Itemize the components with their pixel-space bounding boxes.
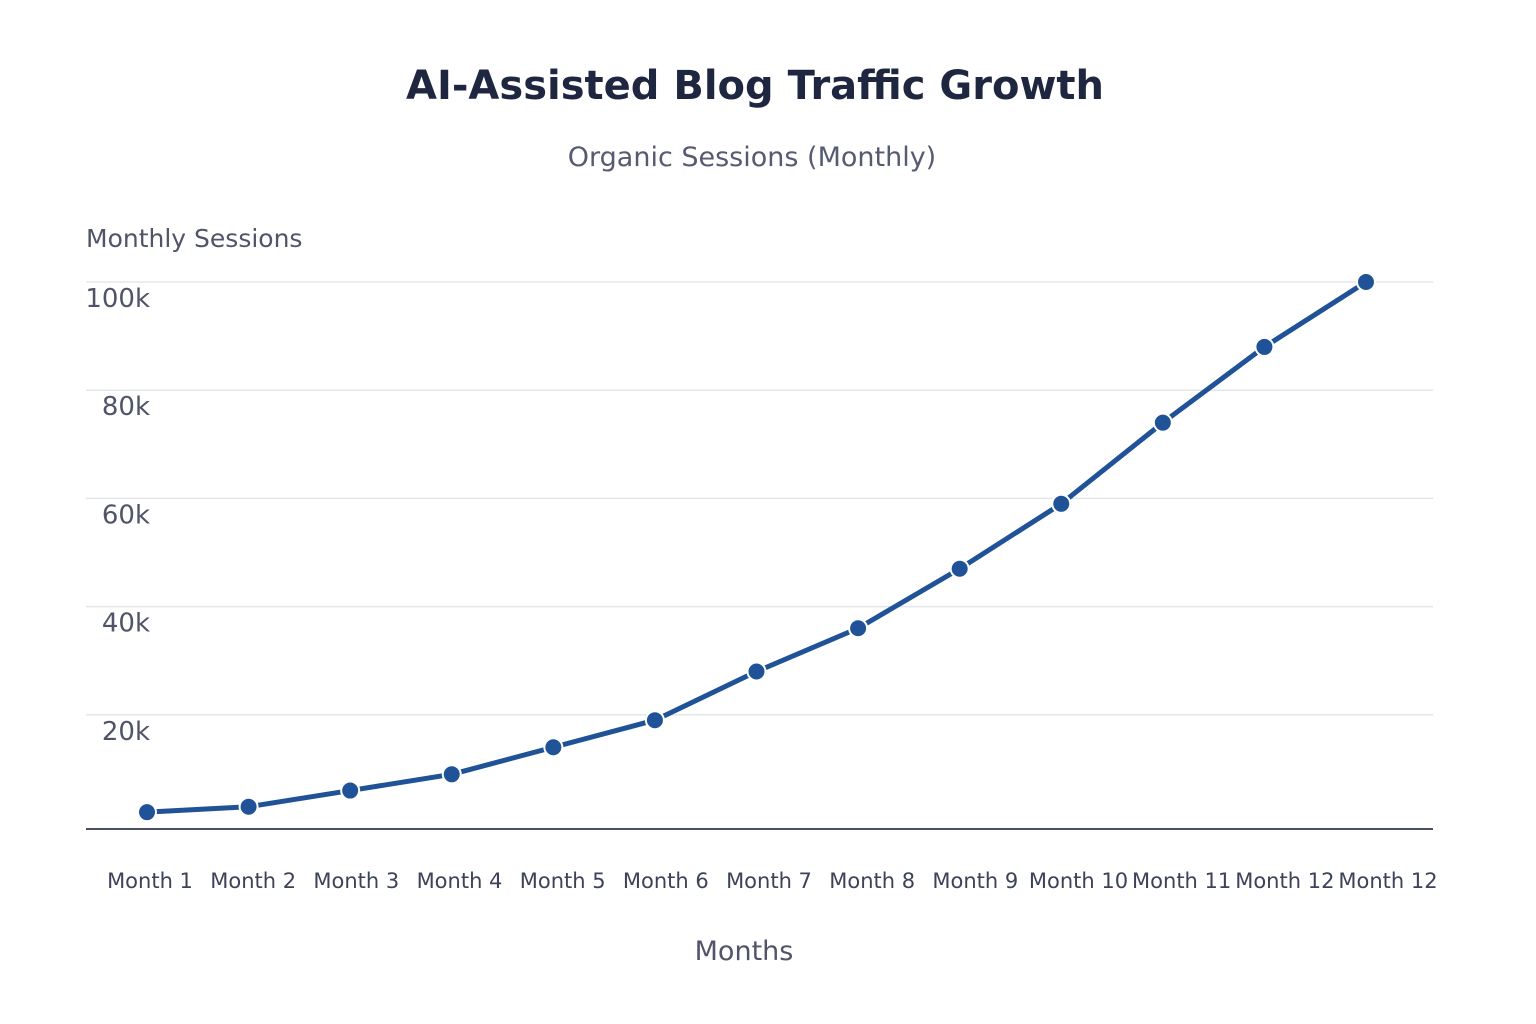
chart-subtitle: Organic Sessions (Monthly) [568,142,936,173]
x-tick-label: Month 12 [1235,869,1334,893]
data-point [340,780,361,801]
x-tick-label: Month 8 [829,869,915,893]
data-point [1051,493,1072,514]
x-tick-label: Month 1 [107,869,193,893]
gridlines [86,281,1433,716]
data-point [1152,412,1173,433]
x-tick-label: Month 4 [417,869,503,893]
data-point [1356,272,1376,292]
series-line [137,272,1376,823]
data-point [137,802,157,823]
x-tick-label: Month 7 [726,869,812,893]
x-tick-label: Month 12 [1338,869,1437,893]
y-tick-label: 40k [102,609,150,639]
x-tick-label: Month 9 [932,869,1018,893]
y-tick-label: 100k [85,284,150,314]
x-tick-label: Month 10 [1029,869,1128,893]
x-tick-label: Month 6 [623,869,709,893]
data-point [949,558,970,579]
y-tick-label: 60k [102,500,150,530]
x-tick-labels: Month 1 Month 2 Month 3 Month 4 Month 5 Month… [107,869,1438,893]
x-tick-label: Month 11 [1132,869,1231,893]
data-point [848,618,869,639]
x-tick-label: Month 5 [520,869,606,893]
y-tick-labels: 20k 40k 60k 80k 100k [85,284,150,747]
data-point [1254,336,1275,357]
data-point [543,737,564,758]
data-point [746,661,767,682]
data-point [644,710,665,731]
data-point [238,796,259,817]
data-point [441,764,462,785]
series-path [144,279,1369,815]
x-tick-label: Month 3 [313,869,399,893]
y-axis-label: Monthly Sessions [86,224,302,253]
y-tick-label: 80k [102,392,150,422]
chart-title: AI-Assisted Blog Traffic Growth [406,63,1104,109]
x-tick-label: Month 2 [210,869,296,893]
x-axis-label: Months [695,936,794,967]
y-tick-label: 20k [102,717,150,747]
